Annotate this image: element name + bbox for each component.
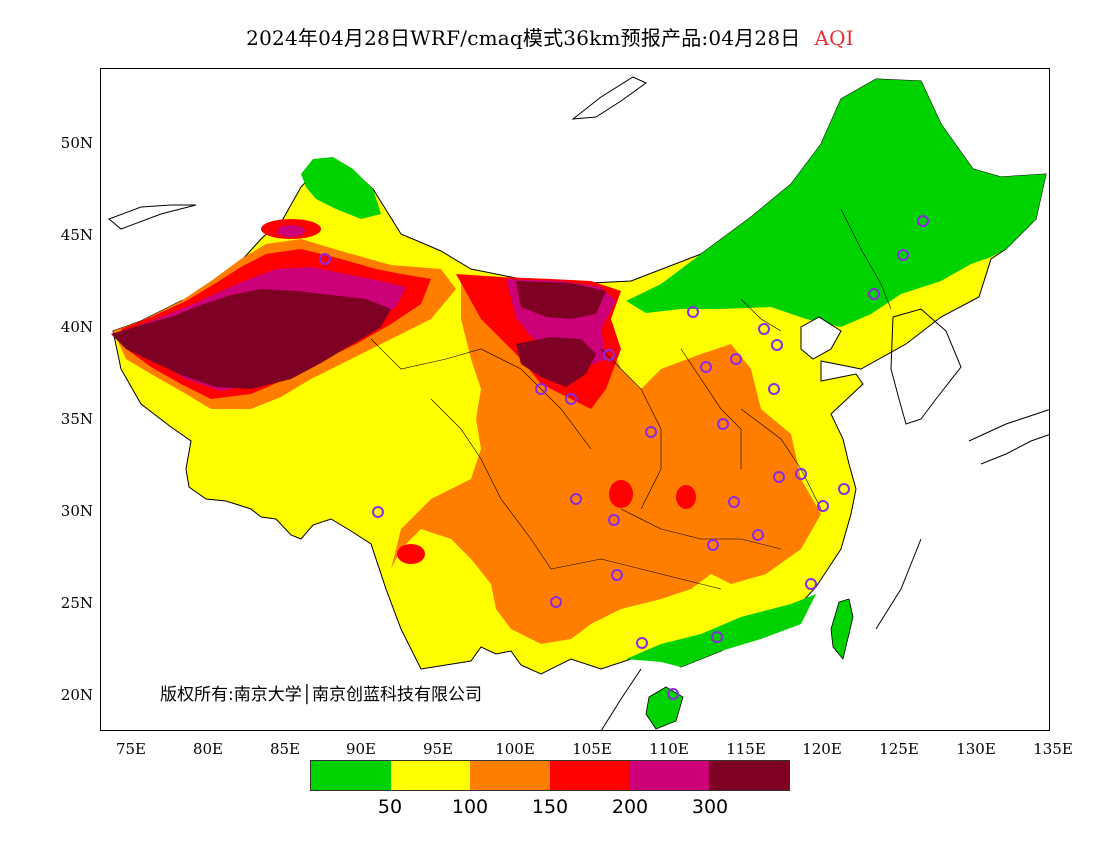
lon-label: 80E — [192, 740, 224, 758]
station-marker — [319, 253, 331, 265]
lon-label: 90E — [345, 740, 377, 758]
station-marker — [773, 471, 785, 483]
station-marker — [717, 418, 729, 430]
coastline-japan — [968, 409, 1049, 465]
region-red-hubei — [676, 485, 696, 509]
station-marker — [608, 514, 620, 526]
legend-threshold-label: 300 — [691, 796, 729, 818]
lat-label: 40N — [60, 318, 93, 336]
station-marker — [758, 323, 770, 335]
lat-label: 50N — [60, 134, 93, 152]
station-marker — [645, 426, 657, 438]
station-marker — [687, 306, 699, 318]
station-marker — [795, 468, 807, 480]
station-marker — [771, 339, 783, 351]
map-title: 2024年04月28日WRF/cmaq模式36km预报产品:04月28日 AQI — [0, 22, 1100, 51]
region-maroon-alxa — [516, 281, 606, 319]
title-text: 2024年04月28日WRF/cmaq模式36km预报产品:04月28日 — [246, 26, 801, 50]
lon-label: 125E — [879, 740, 919, 758]
lat-label: 20N — [60, 686, 93, 704]
lon-label: 135E — [1033, 740, 1073, 758]
station-marker — [897, 249, 909, 261]
legend-threshold-label: 50 — [377, 796, 403, 818]
lat-label: 45N — [60, 226, 93, 244]
region-taiwan — [830, 598, 854, 660]
lon-label: 75E — [115, 740, 147, 758]
region-orange — [391, 279, 821, 644]
station-marker — [636, 637, 648, 649]
coastline-sea-china — [601, 538, 922, 730]
legend-swatch-yellow — [390, 761, 471, 790]
region-red-tibet — [397, 544, 425, 564]
station-marker — [728, 496, 740, 508]
station-marker — [768, 383, 780, 395]
lon-label: 110E — [649, 740, 689, 758]
station-marker — [805, 578, 817, 590]
lon-label: 120E — [802, 740, 842, 758]
legend-swatch-green — [311, 761, 391, 790]
lat-label: 25N — [60, 594, 93, 612]
station-marker — [603, 349, 615, 361]
station-marker — [817, 500, 829, 512]
region-maroon-ordos — [516, 337, 596, 387]
legend-swatch-magenta — [629, 761, 710, 790]
coastline-bohai — [800, 316, 842, 360]
legend-swatch-maroon — [709, 761, 790, 790]
legend-swatch-red — [550, 761, 630, 790]
region-maroon-taklimakan — [111, 289, 391, 389]
legend-swatch-orange — [470, 761, 551, 790]
station-marker — [611, 569, 623, 581]
legend-threshold-label: 200 — [611, 796, 649, 818]
region-magenta-north-xj — [277, 225, 305, 237]
station-marker — [372, 506, 384, 518]
copyright-text: 版权所有:南京大学│南京创蓝科技有限公司 — [160, 685, 482, 705]
coastline-baikal — [571, 76, 647, 120]
region-green-south — [626, 594, 816, 667]
station-marker — [565, 393, 577, 405]
station-marker — [570, 493, 582, 505]
station-marker — [550, 596, 562, 608]
lon-label: 95E — [422, 740, 454, 758]
legend-threshold-label: 150 — [531, 796, 569, 818]
coastline-korea — [890, 308, 962, 425]
region-green-northeast — [626, 79, 1046, 327]
station-marker — [838, 483, 850, 495]
station-marker — [711, 631, 723, 643]
station-marker — [917, 215, 929, 227]
legend-colorbar — [310, 760, 790, 791]
station-marker — [535, 383, 547, 395]
province-borders — [370, 208, 892, 590]
lon-label: 100E — [495, 740, 535, 758]
variable-label: AQI — [814, 26, 854, 50]
lat-label: 30N — [60, 502, 93, 520]
lon-label: 105E — [572, 740, 612, 758]
station-marker — [667, 688, 679, 700]
lon-label: 130E — [956, 740, 996, 758]
aqi-map — [108, 76, 1049, 730]
station-marker — [700, 361, 712, 373]
coastline-balkhash — [108, 204, 197, 230]
station-markers — [319, 215, 929, 700]
station-marker — [752, 529, 764, 541]
region-green-northwest — [301, 157, 381, 219]
station-marker — [730, 353, 742, 365]
map-frame — [100, 68, 1050, 731]
station-marker — [707, 539, 719, 551]
lat-label: 35N — [60, 410, 93, 428]
station-marker — [868, 288, 880, 300]
lon-label: 115E — [726, 740, 766, 758]
legend-threshold-label: 100 — [451, 796, 489, 818]
lon-label: 85E — [269, 740, 301, 758]
region-red-sichuan — [609, 480, 633, 508]
region-hainan — [645, 686, 684, 730]
